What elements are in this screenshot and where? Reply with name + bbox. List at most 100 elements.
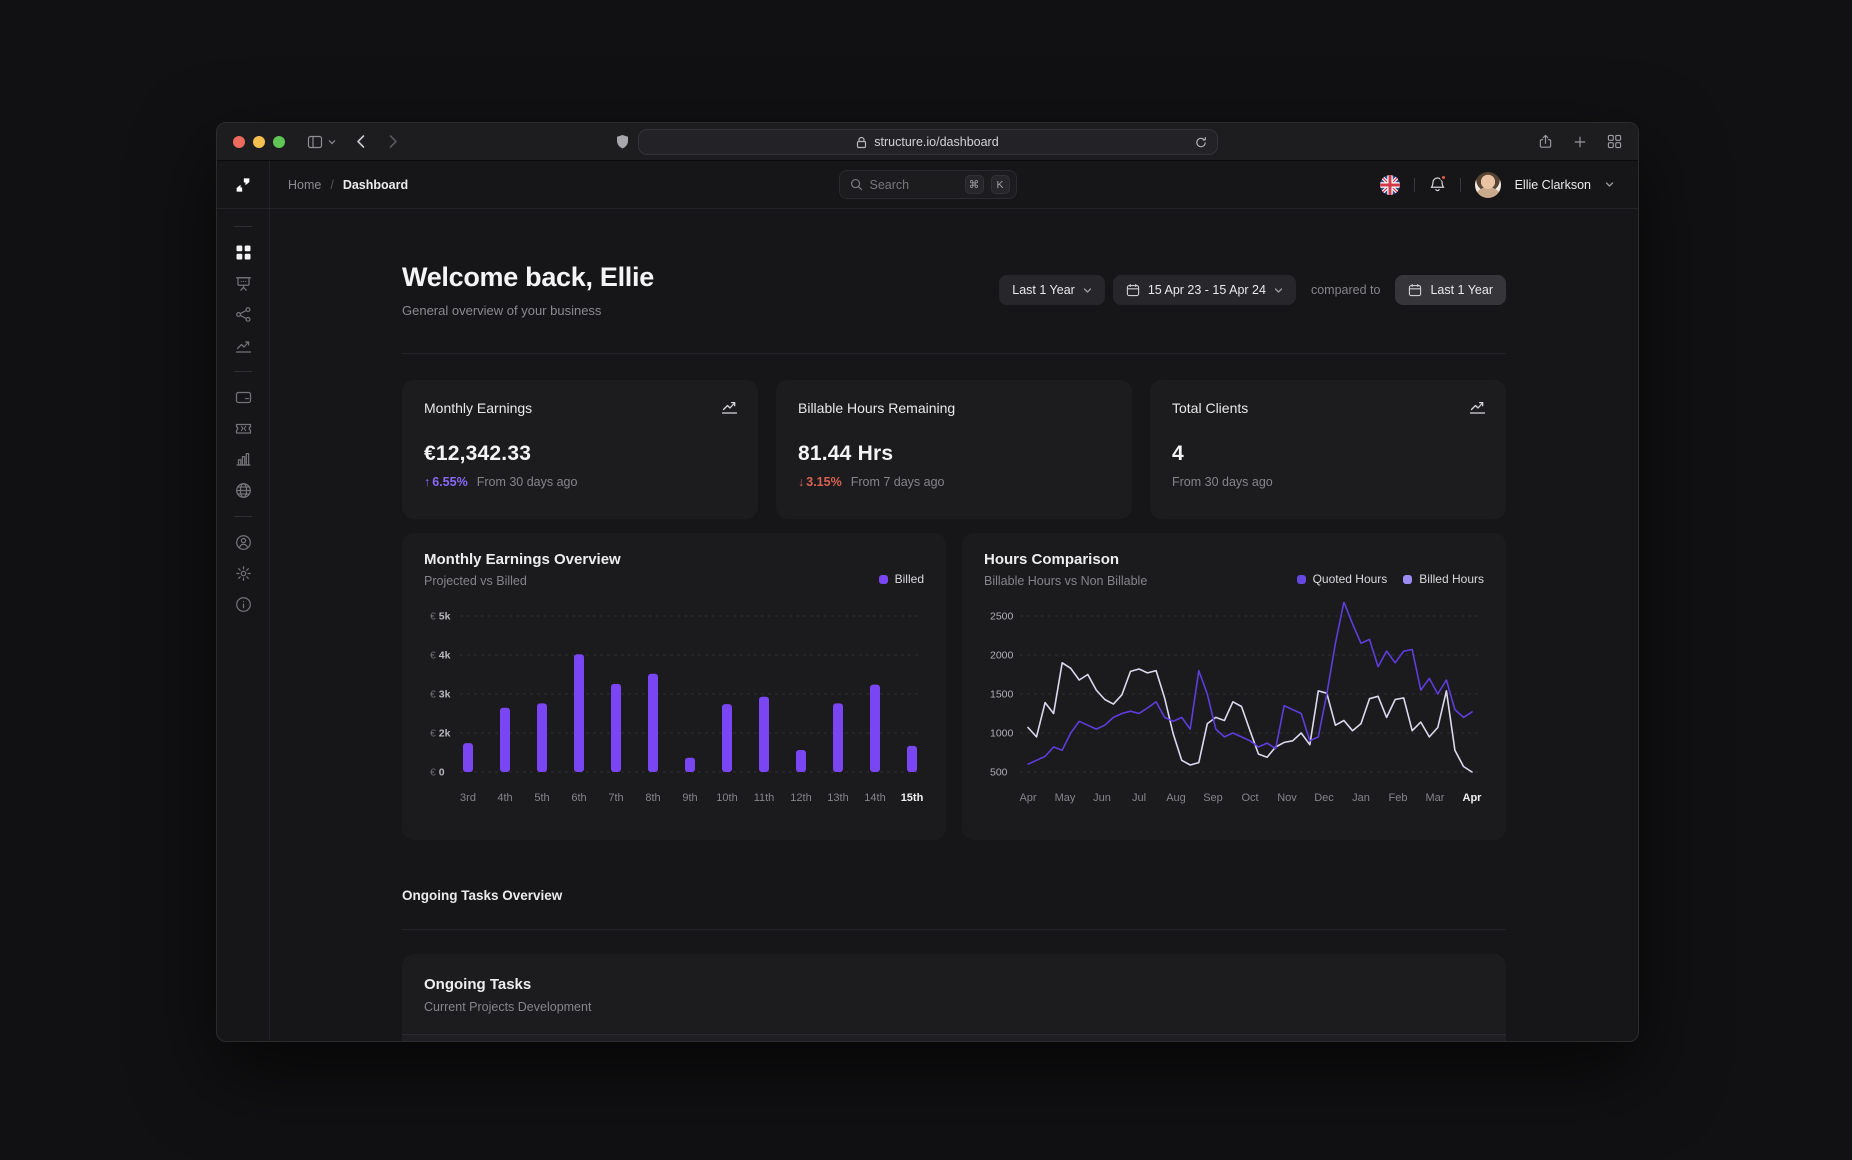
breadcrumb: Home / Dashboard	[288, 178, 408, 192]
sidebar-item-payments[interactable]	[235, 389, 252, 406]
sidebar-item-info[interactable]	[235, 596, 252, 613]
legend-dot	[878, 574, 888, 584]
app-header: Home / Dashboard ⌘ K	[217, 161, 1638, 209]
svg-text:10th: 10th	[716, 792, 737, 804]
browser-toolbar: structure.io/dashboard	[217, 123, 1638, 161]
stat-caption: From 30 days ago	[476, 475, 578, 489]
page-subtitle: General overview of your business	[402, 303, 602, 318]
sidebar-item-dashboard[interactable]	[235, 244, 252, 261]
svg-text:500: 500	[990, 767, 1008, 779]
divider	[402, 1034, 1506, 1035]
svg-text:13th: 13th	[827, 792, 848, 804]
sidebar-item-tickets[interactable]	[235, 420, 252, 437]
forward-button[interactable]	[386, 134, 400, 149]
header-divider	[1459, 177, 1461, 192]
divider	[402, 353, 1506, 354]
zoom-window-button[interactable]	[273, 135, 285, 148]
stat-caption: From 30 days ago	[1172, 475, 1273, 489]
privacy-shield-icon[interactable]	[615, 134, 630, 155]
bar-chart[interactable]: € 5k € 4k € 3k € 2k € 0 3rd 4th 5th 6th 7th 8th 9th…	[424, 602, 924, 808]
user-avatar[interactable]	[1474, 171, 1501, 198]
svg-text:Mar: Mar	[1426, 792, 1445, 804]
sidebar-item-account[interactable]	[235, 534, 252, 551]
page-title: Welcome back, Ellie	[402, 262, 654, 292]
compare-range-button[interactable]: Last 1 Year	[1395, 275, 1506, 305]
user-menu-chevron-icon[interactable]	[1605, 180, 1614, 189]
reload-icon[interactable]	[1194, 135, 1208, 153]
svg-text:€ 0: € 0	[430, 767, 445, 779]
user-name[interactable]: Ellie Clarkson	[1514, 177, 1591, 192]
sidebar-item-workflow[interactable]	[235, 306, 252, 323]
svg-text:14th: 14th	[864, 792, 885, 804]
date-range-button[interactable]: 15 Apr 23 - 15 Apr 24	[1112, 275, 1296, 305]
tasks-subtitle: Current Projects Development	[424, 1000, 592, 1014]
app-logo[interactable]	[217, 161, 270, 208]
svg-text:Jan: Jan	[1352, 792, 1370, 804]
svg-text:7th: 7th	[608, 792, 623, 804]
legend-dot	[1403, 574, 1413, 584]
back-button[interactable]	[354, 134, 368, 149]
address-bar[interactable]: structure.io/dashboard	[637, 129, 1218, 155]
sidebar-item-globe[interactable]	[235, 482, 252, 499]
trend-chart-icon[interactable]	[1469, 398, 1486, 420]
sidebar-divider	[234, 226, 252, 227]
svg-text:€ 2k: € 2k	[430, 728, 451, 740]
stat-title: Monthly Earnings	[424, 400, 533, 416]
trend-chart-icon[interactable]	[721, 398, 738, 420]
search-icon	[850, 178, 862, 191]
legend-dot	[1296, 574, 1306, 584]
svg-text:Nov: Nov	[1277, 792, 1297, 804]
url-text: structure.io/dashboard	[874, 135, 999, 149]
svg-text:€ 4k: € 4k	[430, 650, 451, 662]
search-input[interactable]	[869, 177, 958, 192]
notification-badge	[1439, 174, 1447, 181]
search-bar[interactable]: ⌘ K	[838, 170, 1017, 199]
chevron-down-icon	[1274, 286, 1283, 295]
breadcrumb-home[interactable]: Home	[288, 177, 322, 192]
svg-text:9th: 9th	[682, 792, 697, 804]
main-area: Welcome back, Ellie General overview of …	[270, 209, 1638, 1041]
svg-text:2500: 2500	[990, 611, 1014, 623]
dashboard-app: Home / Dashboard ⌘ K	[217, 161, 1638, 1041]
tab-overview-icon[interactable]	[1607, 134, 1622, 149]
legend-item-billed[interactable]: Billed	[878, 572, 924, 586]
notifications-bell-icon[interactable]	[1429, 174, 1447, 193]
k-key-badge: K	[990, 175, 1010, 194]
sidebar-item-trends[interactable]	[235, 337, 252, 354]
svg-text:Jun: Jun	[1093, 792, 1111, 804]
stat-delta: ↓ 3.15%	[798, 475, 842, 489]
ongoing-tasks-card[interactable]: Ongoing Tasks Current Projects Developme…	[402, 954, 1506, 1041]
minimize-window-button[interactable]	[253, 135, 265, 148]
language-flag-icon[interactable]	[1379, 174, 1400, 195]
chart-title: Hours Comparison	[984, 551, 1120, 568]
svg-text:Oct: Oct	[1241, 792, 1258, 804]
legend-item-billed-hours[interactable]: Billed Hours	[1403, 572, 1484, 586]
stat-title: Billable Hours Remaining	[798, 400, 956, 416]
stat-card-monthly-earnings[interactable]: Monthly Earnings €12,342.33 ↑ 6.55% From …	[402, 380, 758, 519]
new-tab-icon[interactable]	[1573, 135, 1587, 149]
chart-title: Monthly Earnings Overview	[424, 551, 621, 568]
sidebar-item-reports[interactable]	[235, 451, 252, 468]
legend-item-quoted-hours[interactable]: Quoted Hours	[1296, 572, 1387, 586]
line-chart[interactable]: 2500 2000 1500 1000 500 Apr May Jun Jul Aug Sep Oct…	[984, 602, 1484, 808]
tasks-title: Ongoing Tasks	[424, 976, 532, 993]
sidebar-divider	[234, 371, 252, 372]
svg-text:3rd: 3rd	[460, 792, 476, 804]
sidebar-item-presentation[interactable]	[235, 275, 252, 292]
cmd-key-badge: ⌘	[964, 175, 984, 194]
stat-card-total-clients[interactable]: Total Clients 4 From 30 days ago	[1150, 380, 1506, 519]
share-icon[interactable]	[1538, 134, 1553, 150]
sidebar-item-settings[interactable]	[235, 565, 252, 582]
chevron-down-icon	[1083, 286, 1092, 295]
range-select-button[interactable]: Last 1 Year	[999, 275, 1105, 305]
section-label: Ongoing Tasks Overview	[402, 888, 563, 903]
sidebar-rail	[217, 209, 270, 1041]
svg-text:Jul: Jul	[1132, 792, 1146, 804]
close-window-button[interactable]	[233, 135, 245, 148]
svg-text:€ 3k: € 3k	[430, 689, 451, 701]
svg-text:1000: 1000	[990, 728, 1014, 740]
svg-text:Dec: Dec	[1314, 792, 1334, 804]
stat-card-billable-hours[interactable]: Billable Hours Remaining 81.44 Hrs ↓ 3.15…	[776, 380, 1132, 519]
sidebar-toggle-icon[interactable]	[307, 134, 336, 150]
svg-text:8th: 8th	[645, 792, 660, 804]
